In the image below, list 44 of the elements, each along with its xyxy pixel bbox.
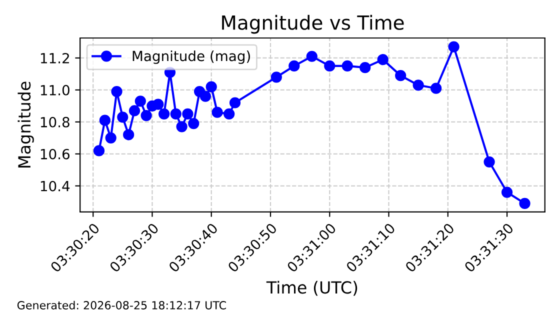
point xyxy=(501,186,513,198)
point xyxy=(206,81,217,92)
point xyxy=(182,108,194,120)
x-axis-title: Time (UTC) xyxy=(266,280,358,296)
point xyxy=(134,96,146,107)
point xyxy=(519,198,530,210)
point xyxy=(200,90,211,102)
legend-label: Magnitude (mag) xyxy=(132,50,250,64)
point xyxy=(128,105,140,116)
point xyxy=(170,108,182,120)
point xyxy=(152,98,164,110)
point xyxy=(123,129,134,140)
y-tick-label: 11.2 xyxy=(40,52,69,64)
point xyxy=(224,108,235,120)
point xyxy=(395,70,406,82)
point xyxy=(360,62,371,74)
point xyxy=(306,50,318,62)
point xyxy=(176,121,188,132)
point xyxy=(288,60,300,72)
point xyxy=(158,108,170,120)
chart-title: Magnitude vs Time xyxy=(222,14,404,34)
point xyxy=(412,80,424,91)
point xyxy=(377,54,388,66)
y-tick-label: 10.8 xyxy=(40,116,70,128)
point xyxy=(229,97,241,108)
point xyxy=(93,145,105,156)
point xyxy=(105,132,116,144)
y-axis-title: Magnitude xyxy=(18,82,34,168)
point xyxy=(140,110,152,122)
point xyxy=(111,86,122,98)
point xyxy=(212,106,223,118)
point xyxy=(188,118,200,130)
point xyxy=(99,114,110,126)
point xyxy=(484,156,495,168)
point xyxy=(270,72,282,83)
y-tick-label: 11.0 xyxy=(40,84,70,96)
point xyxy=(448,41,460,52)
y-tick-label: 10.6 xyxy=(40,148,70,160)
y-tick-label: 10.4 xyxy=(40,180,70,192)
point xyxy=(342,60,353,72)
text: Generated: 2026-08-25 18:12:17 UTC xyxy=(17,300,226,310)
point xyxy=(430,82,442,94)
point xyxy=(117,112,128,123)
point xyxy=(324,60,336,72)
